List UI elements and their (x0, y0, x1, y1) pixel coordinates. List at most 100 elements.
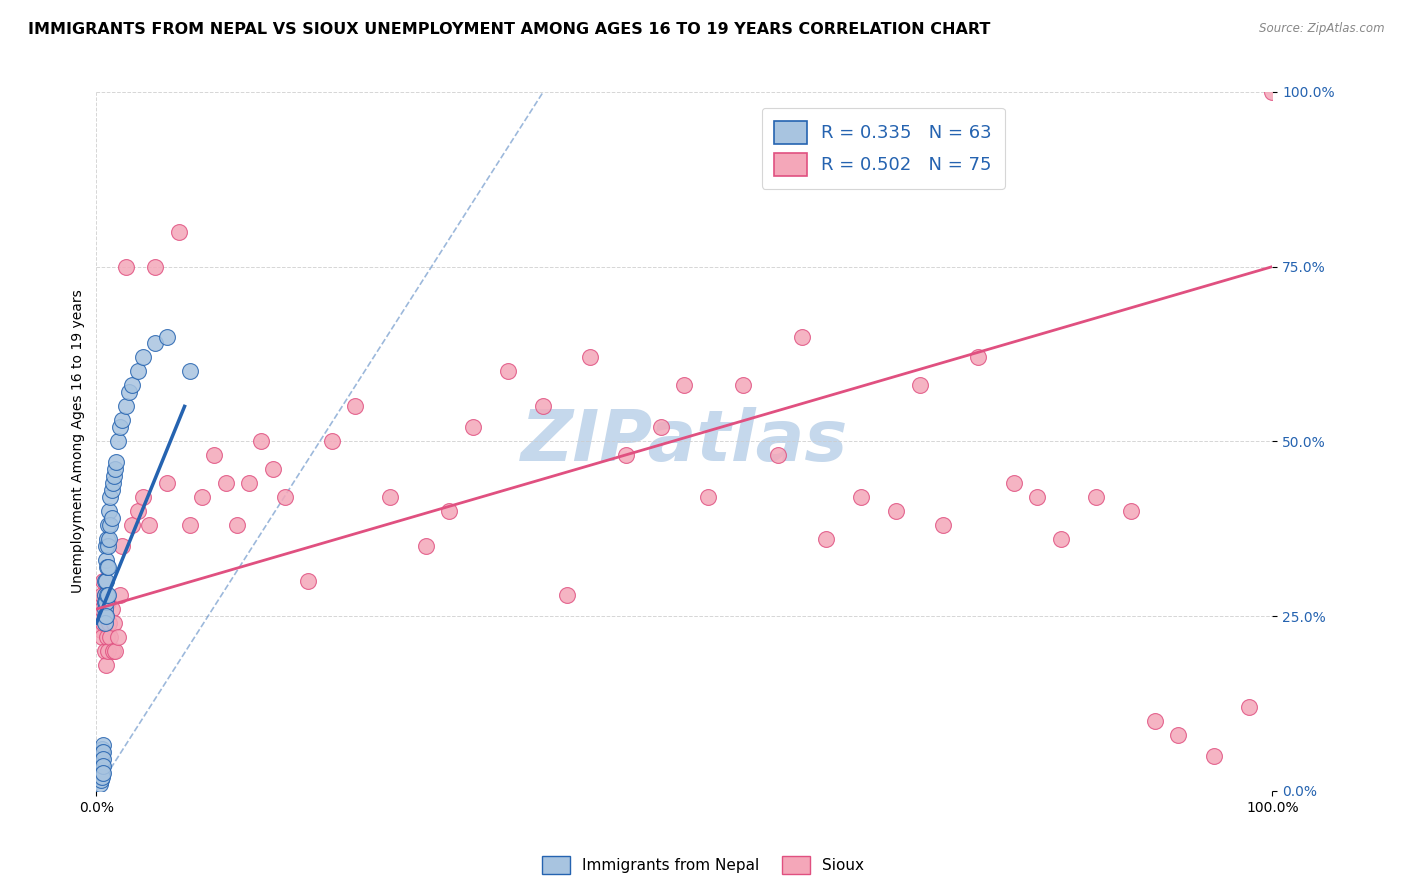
Point (673, 378, 696, 392)
Point (1143, 714, 1166, 728)
Point (97, 560, 120, 574)
Point (121, 518, 143, 533)
Text: Source: ZipAtlas.com: Source: ZipAtlas.com (1260, 22, 1385, 36)
Point (262, 462, 284, 476)
Point (138, 518, 160, 533)
Point (98, 616, 121, 631)
Point (93, 745, 115, 759)
Point (94, 553, 117, 567)
Point (89, 763, 111, 777)
Point (104, 644, 127, 658)
Point (100, 602, 122, 616)
Point (96, 588, 118, 602)
Point (238, 476, 260, 491)
Point (93, 766, 115, 780)
Point (107, 630, 129, 644)
Point (614, 448, 637, 462)
Point (93, 739, 115, 753)
Point (105, 455, 128, 469)
Point (91, 630, 114, 644)
Point (94, 609, 117, 624)
Point (127, 364, 149, 378)
Point (344, 400, 367, 414)
Point (101, 476, 124, 491)
Point (97, 588, 120, 602)
Legend: Immigrants from Nepal, Sioux: Immigrants from Nepal, Sioux (536, 850, 870, 880)
Point (814, 532, 837, 546)
Point (202, 448, 225, 462)
Point (97, 539, 120, 553)
Point (91, 766, 114, 780)
Point (89, 756, 111, 770)
Point (93, 759, 115, 773)
Point (555, 588, 578, 602)
Point (93, 602, 115, 616)
Point (91, 745, 114, 759)
Point (696, 490, 718, 504)
Point (167, 225, 190, 239)
Point (93, 616, 115, 631)
Point (1049, 532, 1071, 546)
Point (97, 518, 120, 533)
Point (967, 351, 990, 365)
Point (94, 658, 117, 673)
Point (143, 336, 166, 351)
Point (91, 748, 114, 763)
Point (100, 511, 122, 525)
Point (94, 574, 117, 589)
Point (90, 609, 112, 624)
Text: IMMIGRANTS FROM NEPAL VS SIOUX UNEMPLOYMENT AMONG AGES 16 TO 19 YEARS CORRELATIO: IMMIGRANTS FROM NEPAL VS SIOUX UNEMPLOYM… (28, 22, 990, 37)
Point (733, 378, 755, 392)
Point (107, 434, 129, 449)
Point (100, 518, 122, 533)
Point (93, 588, 115, 602)
Point (132, 490, 155, 504)
Point (97, 595, 120, 609)
Point (127, 504, 149, 518)
Point (91, 770, 114, 784)
Point (132, 351, 155, 365)
Point (90, 756, 112, 770)
Point (1237, 700, 1260, 714)
Point (90, 766, 112, 780)
Point (90, 748, 112, 763)
Point (1121, 504, 1143, 518)
Point (179, 518, 201, 533)
Point (650, 420, 672, 434)
Point (100, 490, 122, 504)
Point (93, 574, 115, 589)
Point (94, 595, 117, 609)
Point (91, 588, 114, 602)
Point (496, 364, 519, 378)
Point (191, 490, 214, 504)
Point (98, 532, 121, 546)
Point (1167, 728, 1189, 742)
Point (91, 759, 114, 773)
Point (215, 476, 238, 491)
Point (297, 574, 319, 589)
Point (90, 773, 112, 788)
Point (91, 763, 114, 777)
Point (1261, 85, 1284, 99)
Legend: R = 0.335   N = 63, R = 0.502   N = 75: R = 0.335 N = 63, R = 0.502 N = 75 (762, 108, 1005, 188)
Point (91, 602, 114, 616)
Point (226, 518, 249, 533)
Point (98, 504, 121, 518)
Point (93, 644, 115, 658)
Point (884, 504, 907, 518)
Point (143, 260, 166, 274)
Point (93, 616, 115, 631)
Point (849, 490, 872, 504)
Y-axis label: Unemployment Among Ages 16 to 19 years: Unemployment Among Ages 16 to 19 years (72, 290, 86, 593)
Point (179, 364, 201, 378)
Point (111, 539, 134, 553)
Point (111, 413, 134, 427)
Point (100, 483, 122, 498)
Point (104, 462, 127, 476)
Point (908, 378, 931, 392)
Point (91, 756, 114, 770)
Text: ZIPatlas: ZIPatlas (520, 407, 848, 475)
Point (108, 420, 131, 434)
Point (156, 476, 179, 491)
Point (93, 609, 115, 624)
